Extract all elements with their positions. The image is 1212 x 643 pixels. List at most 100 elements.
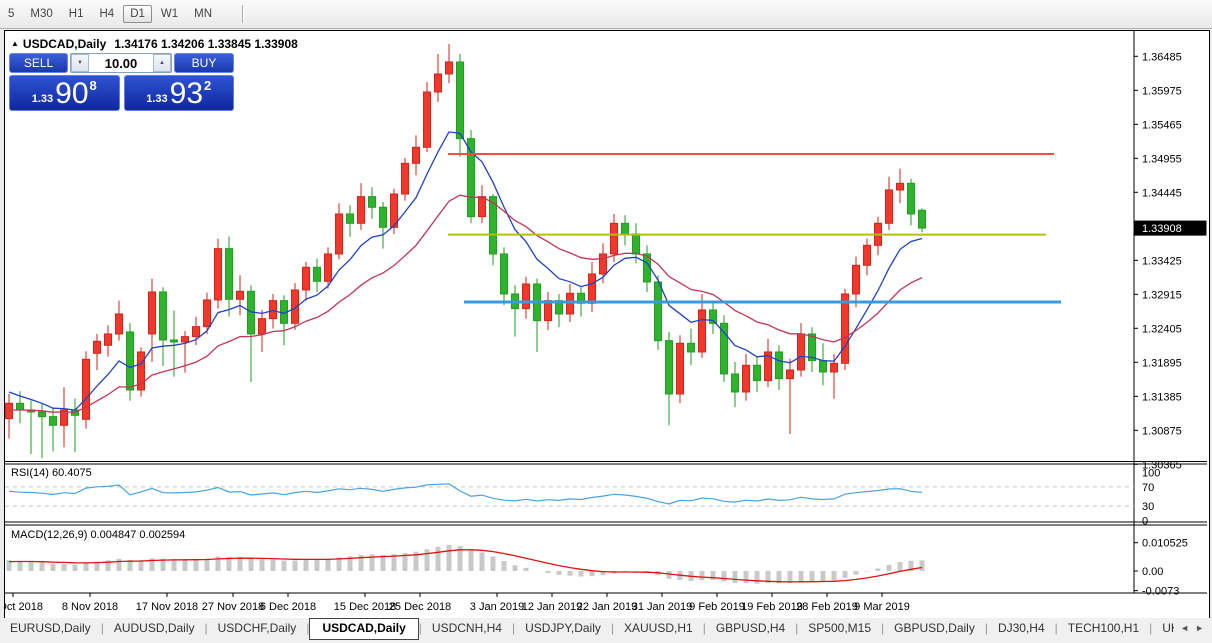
- date-tick-label: 15 Dec 2018: [334, 601, 396, 613]
- volume-input[interactable]: [89, 54, 154, 72]
- chart-tab-gbpusd-h4[interactable]: GBPUSD,H4: [715, 621, 786, 635]
- candle-body: [258, 318, 266, 335]
- price-tick-label: 1.34445: [1142, 187, 1182, 199]
- timeframe-button-H1[interactable]: H1: [68, 8, 84, 20]
- candle-body: [236, 290, 244, 300]
- macd-scale-label: -0.0073: [1142, 586, 1179, 598]
- candle-body: [797, 333, 805, 371]
- candle-body: [610, 222, 618, 255]
- candle-body: [566, 292, 574, 315]
- sell-price-display[interactable]: 1.33 90 8: [9, 75, 120, 111]
- candle-body: [159, 291, 167, 341]
- chart-tab-usdjpy-daily[interactable]: USDJPY,Daily: [525, 621, 601, 635]
- date-tick-label: 30 Oct 2018: [5, 601, 43, 613]
- tab-separator: |: [702, 621, 706, 635]
- candle-body: [269, 300, 277, 320]
- timeframe-button-H4[interactable]: H4: [99, 8, 115, 20]
- price-tick-label: 1.31385: [1142, 391, 1182, 403]
- timeframe-button-W1[interactable]: W1: [160, 8, 179, 20]
- candle-body: [82, 358, 90, 420]
- candle-body: [676, 342, 684, 395]
- tab-separator: |: [1149, 621, 1153, 635]
- candle-body: [786, 369, 794, 380]
- macd-indicator-label: MACD(12,26,9) 0.004847 0.002594: [11, 529, 186, 541]
- candle-body: [203, 299, 211, 328]
- candle-body: [841, 293, 849, 364]
- candle-body: [401, 162, 409, 195]
- candle-body: [599, 253, 607, 275]
- chart-tab-ukc[interactable]: UKC: [1162, 621, 1175, 635]
- chart-tab-usdcnh-h4[interactable]: USDCNH,H4: [431, 621, 502, 635]
- candle-body: [60, 409, 68, 426]
- chart-tab-dj30-h4[interactable]: DJ30,H4: [997, 621, 1045, 635]
- candle-body: [863, 244, 871, 266]
- chart-ohlc-values: 1.34176 1.34206 1.33845 1.33908: [114, 37, 298, 51]
- timeframe-button-5[interactable]: 5: [8, 8, 15, 20]
- candle-body: [544, 300, 552, 322]
- candle-body: [368, 196, 376, 208]
- candle-body: [192, 326, 200, 338]
- price-tick-label: 1.32405: [1142, 323, 1182, 335]
- candle-body: [214, 248, 222, 301]
- chart-tab-sp500-m15[interactable]: SP500,M15: [808, 621, 872, 635]
- date-tick-label: 22 Jan 2019: [577, 601, 638, 613]
- tab-separator: |: [984, 621, 988, 635]
- sell-button[interactable]: SELL: [9, 53, 69, 73]
- chart-title: ▲ USDCAD,Daily 1.34176 1.34206 1.33845 1.3…: [11, 37, 298, 51]
- chart-tab-eurusd-daily[interactable]: EURUSD,Daily: [10, 621, 91, 635]
- candle-body: [907, 182, 915, 215]
- candle-body: [709, 309, 717, 324]
- candle-body: [742, 364, 750, 393]
- candle-body: [885, 189, 893, 224]
- candle-body: [324, 253, 332, 282]
- candle-body: [775, 351, 783, 380]
- tab-separator: |: [881, 621, 885, 635]
- chart-tab-tech100-h1[interactable]: TECH100,H1: [1067, 621, 1140, 635]
- price-tick-label: 1.35465: [1142, 119, 1182, 131]
- chart-tab-usdcad-daily[interactable]: USDCAD,Daily: [309, 618, 419, 640]
- chart-window: 1.36485 1.35975 1.35465 1.34955 1.34445 1.334…: [4, 30, 1210, 620]
- chart-tab-usdchf-daily[interactable]: USDCHF,Daily: [217, 621, 297, 635]
- candle-body: [500, 253, 508, 295]
- candle-body: [379, 206, 387, 228]
- candle-body: [918, 209, 926, 229]
- candle-body: [115, 313, 123, 335]
- tab-separator: |: [100, 621, 104, 635]
- date-tick-label: 9 Mar 2019: [854, 601, 910, 613]
- price-chart: 1.36485 1.35975 1.35465 1.34955 1.34445 1.334…: [5, 31, 1207, 613]
- chart-tab-gbpusd-daily[interactable]: GBPUSD,Daily: [894, 621, 975, 635]
- timeframe-button-D1[interactable]: D1: [123, 5, 152, 23]
- price-tick-label: 1.36485: [1142, 51, 1182, 63]
- chart-tab-audusd-daily[interactable]: AUDUSD,Daily: [113, 621, 195, 635]
- date-tick-label: 25 Dec 2018: [389, 601, 451, 613]
- scroll-tabs-left-icon[interactable]: ◄: [1180, 623, 1190, 633]
- ma-slow-line: [9, 194, 923, 413]
- ma-fast-line: [8, 131, 923, 411]
- date-tick-label: 3 Jan 2019: [470, 601, 524, 613]
- chart-tab-xauusd-h1[interactable]: XAUUSD,H1: [624, 621, 693, 635]
- buy-button[interactable]: BUY: [174, 53, 234, 73]
- timeframe-button-MN[interactable]: MN: [194, 8, 213, 20]
- collapse-icon[interactable]: ▲: [11, 39, 19, 48]
- current-price-marker: [1134, 220, 1207, 236]
- candle-body: [434, 73, 442, 93]
- timeframe-button-M30[interactable]: M30: [30, 8, 53, 20]
- candle-body: [148, 291, 156, 335]
- candle-body: [302, 266, 310, 291]
- candle-body: [137, 351, 145, 391]
- candle-body: [49, 416, 57, 426]
- scroll-tabs-right-icon[interactable]: ►: [1195, 623, 1204, 633]
- sell-price-big: 90: [55, 77, 89, 110]
- volume-decrease-button[interactable]: ▼: [71, 54, 90, 72]
- volume-increase-button[interactable]: ▲: [153, 54, 172, 72]
- price-tick-label: 1.33425: [1142, 255, 1182, 267]
- date-tick-label: 19 Feb 2019: [741, 601, 803, 613]
- candle-body: [687, 342, 695, 353]
- buy-price-display[interactable]: 1.33 93 2: [123, 75, 234, 111]
- tab-separator: |: [418, 621, 422, 635]
- sell-price-prefix: 1.33: [31, 93, 54, 105]
- tab-separator: |: [511, 621, 516, 635]
- candle-body: [467, 138, 475, 218]
- price-tick-label: 1.30365: [1142, 459, 1182, 471]
- price-tick-label: 1.34955: [1142, 153, 1182, 165]
